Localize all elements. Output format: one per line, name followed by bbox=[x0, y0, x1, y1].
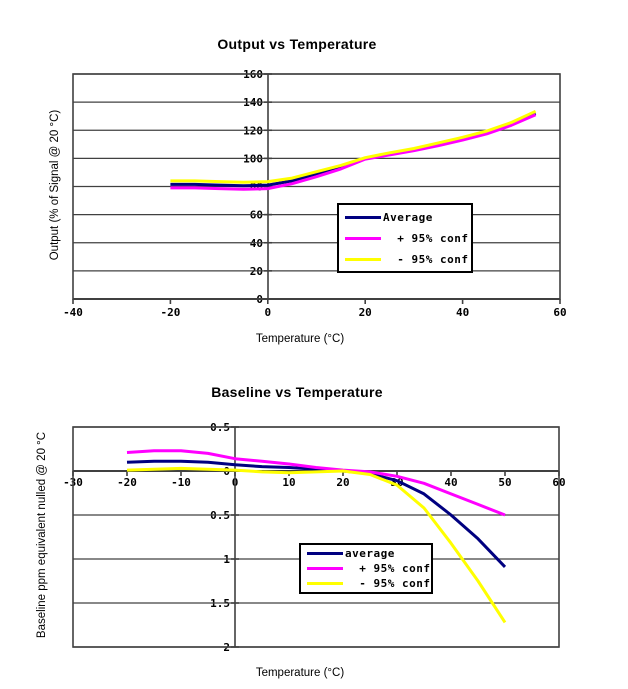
x-axis-title: Temperature (°C) bbox=[255, 667, 345, 679]
baseline-plot-area: 0.500.511.52-30-20-100102030405060 bbox=[63, 421, 566, 654]
x-tick-label: -40 bbox=[63, 306, 83, 319]
x-tick-label: 60 bbox=[553, 306, 566, 319]
y-axis-title: Output (% of Signal @ 20 °C) bbox=[49, 109, 61, 261]
series-line--95-conf bbox=[126, 449, 506, 517]
legend-row-minus95: - 95% conf bbox=[307, 576, 431, 591]
legend-label-average: Average bbox=[383, 210, 433, 224]
x-tick-label: 20 bbox=[359, 306, 372, 319]
x-tick-label: 40 bbox=[444, 476, 457, 489]
legend-row-plus95: + 95% conf bbox=[345, 228, 471, 249]
legend-line-plus95 bbox=[307, 567, 343, 570]
legend-label-average: average bbox=[345, 547, 395, 560]
legend-row-plus95: + 95% conf bbox=[307, 561, 431, 576]
legend-line-minus95 bbox=[307, 582, 343, 585]
legend-line-plus95 bbox=[345, 236, 381, 240]
chart-title: Output vs Temperature bbox=[217, 36, 377, 52]
legend: average + 95% conf - 95% conf bbox=[299, 543, 433, 594]
series-line--95-conf bbox=[126, 466, 507, 624]
legend-label-minus95: - 95% conf bbox=[345, 577, 431, 590]
legend-line-minus95 bbox=[345, 257, 381, 261]
x-tick-label: 40 bbox=[456, 306, 469, 319]
x-tick-label: -20 bbox=[160, 306, 180, 319]
legend-label-plus95: + 95% conf bbox=[383, 231, 469, 245]
legend: Average + 95% conf - 95% conf bbox=[337, 203, 473, 273]
chart-title: Baseline vs Temperature bbox=[211, 384, 383, 400]
x-tick-label: 0 bbox=[264, 306, 271, 319]
baseline-vs-temperature-chart: 0.500.511.52-30-20-100102030405060 Basel… bbox=[0, 360, 628, 689]
legend-row-average: Average bbox=[345, 207, 471, 228]
series-line-average bbox=[126, 459, 507, 568]
x-tick-label: 10 bbox=[282, 476, 295, 489]
legend-row-average: average bbox=[307, 546, 431, 561]
legend-row-minus95: - 95% conf bbox=[345, 249, 471, 270]
series-line-average bbox=[170, 112, 537, 188]
x-tick-label: -20 bbox=[117, 476, 137, 489]
y-axis-title: Baseline ppm equivalent nulled @ 20 °C bbox=[36, 431, 48, 639]
series-line--95-conf bbox=[170, 109, 537, 184]
x-axis-title: Temperature (°C) bbox=[255, 333, 345, 345]
plot-border bbox=[72, 426, 560, 648]
legend-label-plus95: + 95% conf bbox=[345, 562, 431, 575]
legend-line-average bbox=[307, 552, 343, 555]
legend-line-average bbox=[345, 215, 381, 219]
x-tick-label: -10 bbox=[171, 476, 191, 489]
series-line--95-conf bbox=[170, 113, 537, 191]
x-tick-label: 20 bbox=[336, 476, 349, 489]
legend-label-minus95: - 95% conf bbox=[383, 252, 469, 266]
x-tick-label: 50 bbox=[498, 476, 511, 489]
